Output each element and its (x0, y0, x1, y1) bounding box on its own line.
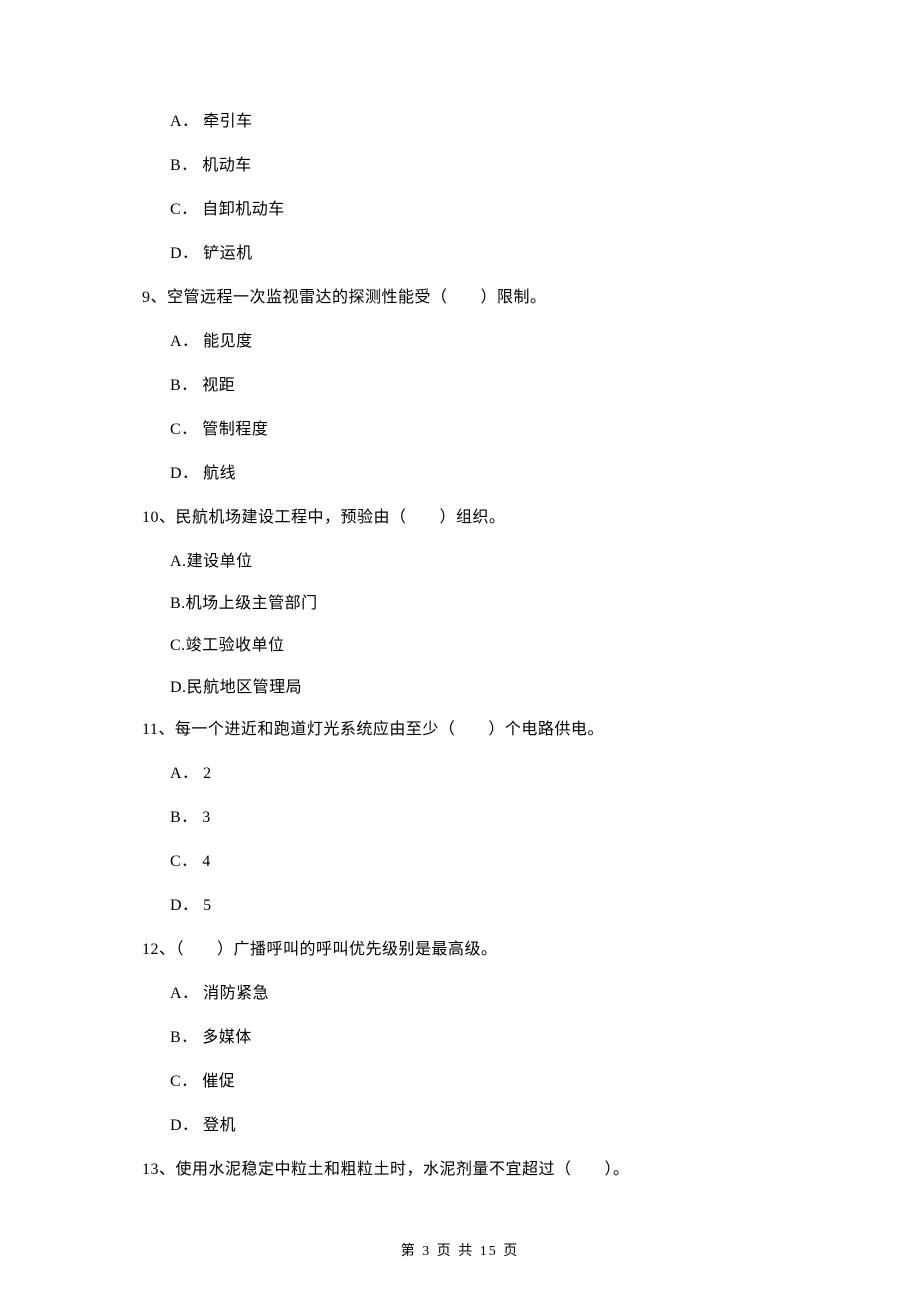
option-item: C． 4 (170, 850, 800, 874)
option-label: C． (170, 418, 198, 442)
option-text: 管制程度 (202, 418, 268, 442)
option-text: 机场上级主管部门 (186, 592, 318, 616)
option-item: C． 自卸机动车 (170, 198, 800, 222)
option-text: 航线 (203, 462, 236, 486)
option-item: D． 登机 (170, 1114, 800, 1138)
option-label: B. (170, 592, 186, 616)
option-item: C． 催促 (170, 1070, 800, 1094)
option-text: 能见度 (203, 330, 253, 354)
option-label: B． (170, 806, 198, 830)
option-label: B． (170, 154, 198, 178)
option-item: A． 2 (170, 762, 800, 786)
option-text: 建设单位 (187, 550, 253, 574)
option-item: B． 机动车 (170, 154, 800, 178)
option-item: A． 消防紧急 (170, 982, 800, 1006)
option-label: D． (170, 242, 199, 266)
option-label: C． (170, 198, 198, 222)
option-text: 牵引车 (203, 110, 253, 134)
option-item: D． 航线 (170, 462, 800, 486)
option-label: B． (170, 1026, 198, 1050)
option-text: 铲运机 (203, 242, 253, 266)
option-label: B． (170, 374, 198, 398)
option-text: 登机 (203, 1114, 236, 1138)
option-item: D． 铲运机 (170, 242, 800, 266)
option-text: 多媒体 (202, 1026, 252, 1050)
option-label: D． (170, 462, 199, 486)
option-item: B． 3 (170, 806, 800, 830)
option-text: 2 (203, 762, 212, 786)
option-text: 自卸机动车 (202, 198, 285, 222)
question-11-stem: 11、每一个进近和跑道灯光系统应由至少（ ）个电路供电。 (142, 718, 800, 742)
option-text: 3 (202, 806, 211, 830)
option-label: A． (170, 330, 199, 354)
option-text: 消防紧急 (203, 982, 269, 1006)
page-content: A． 牵引车 B． 机动车 C． 自卸机动车 D． 铲运机 9、空管远程一次监视… (0, 0, 920, 1182)
option-label: A． (170, 762, 199, 786)
option-item: C． 管制程度 (170, 418, 800, 442)
page-footer: 第 3 页 共 15 页 (0, 1241, 920, 1262)
option-label: C. (170, 634, 186, 658)
option-item: C.竣工验收单位 (170, 634, 800, 658)
option-label: A． (170, 982, 199, 1006)
option-label: A． (170, 110, 199, 134)
option-item: B． 多媒体 (170, 1026, 800, 1050)
option-item: B.机场上级主管部门 (170, 592, 800, 616)
option-label: A. (170, 550, 187, 574)
question-12-stem: 12、（ ）广播呼叫的呼叫优先级别是最高级。 (142, 938, 800, 962)
option-text: 竣工验收单位 (186, 634, 285, 658)
option-text: 机动车 (202, 154, 252, 178)
option-text: 催促 (202, 1070, 235, 1094)
option-label: C． (170, 850, 198, 874)
option-label: D． (170, 894, 199, 918)
option-text: 民航地区管理局 (187, 676, 303, 700)
option-text: 视距 (202, 374, 235, 398)
option-item: B． 视距 (170, 374, 800, 398)
option-text: 4 (202, 850, 211, 874)
option-item: D.民航地区管理局 (170, 676, 800, 700)
option-label: D． (170, 1114, 199, 1138)
option-item: A． 能见度 (170, 330, 800, 354)
option-label: C． (170, 1070, 198, 1094)
option-item: A． 牵引车 (170, 110, 800, 134)
option-item: D． 5 (170, 894, 800, 918)
option-label: D. (170, 676, 187, 700)
question-9-stem: 9、空管远程一次监视雷达的探测性能受（ ）限制。 (142, 286, 800, 310)
question-13-stem: 13、使用水泥稳定中粒土和粗粒土时，水泥剂量不宜超过（ ）。 (142, 1158, 800, 1182)
question-10-stem: 10、民航机场建设工程中，预验由（ ）组织。 (142, 506, 800, 530)
option-item: A.建设单位 (170, 550, 800, 574)
option-text: 5 (203, 894, 212, 918)
